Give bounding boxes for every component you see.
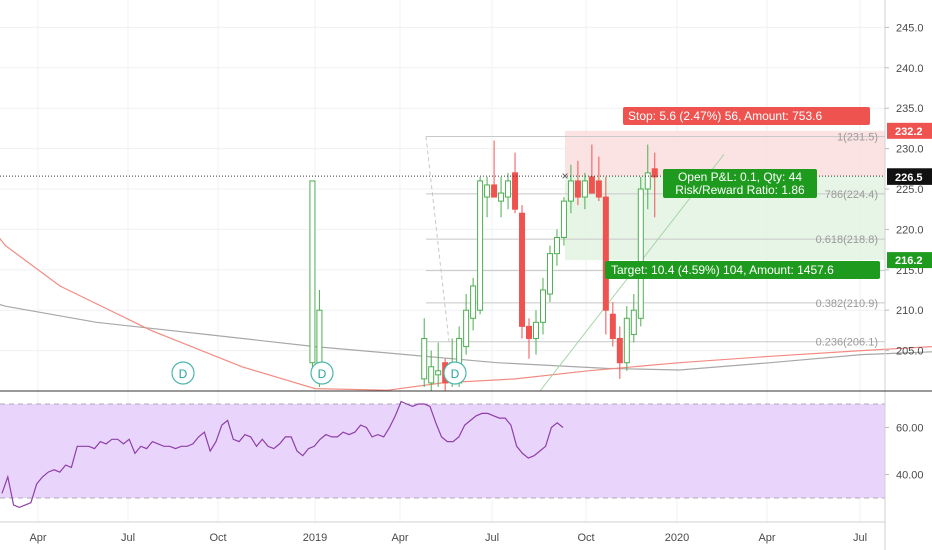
dividend-marker [443, 361, 467, 385]
price-axis-badge [887, 252, 932, 269]
fib-label: 786(224.4) [825, 189, 878, 201]
time-tick-label: 2020 [665, 532, 689, 544]
price-axis-badge-label: 216.2 [895, 255, 923, 267]
candle-body [498, 192, 505, 202]
candle-body [644, 172, 651, 190]
fib-label: 0.382(210.9) [816, 298, 878, 310]
rr-label: Risk/Reward Ratio: 1.86 [675, 183, 805, 197]
rsi-tick-label: 60.00 [896, 423, 924, 435]
candle-body [553, 236, 560, 255]
target-label: Target: 10.4 (4.59%) 104, Amount: 1457.6 [611, 263, 834, 277]
candle-body [309, 180, 316, 364]
crosshair-cross: × [561, 169, 568, 183]
candle-body [567, 180, 574, 202]
price-tick-label: 225.0 [896, 184, 924, 196]
candle-body [435, 370, 442, 376]
candle-body [602, 196, 609, 311]
candle-body [526, 325, 533, 339]
candle-body [560, 200, 567, 238]
time-tick-label: Oct [209, 532, 226, 544]
time-tick-label: Oct [577, 532, 594, 544]
price-tick-label: 235.0 [896, 103, 924, 115]
candle-body [574, 180, 581, 198]
rsi-panel [0, 400, 885, 509]
candle-body [421, 337, 428, 380]
candle-body [595, 180, 602, 198]
candle-body [470, 285, 477, 319]
target-label-box [605, 261, 880, 279]
price-tick-label: 205.0 [896, 346, 924, 358]
candle-body [539, 289, 546, 323]
dividend-marker [310, 361, 334, 385]
dividend-marker-label: D [179, 367, 188, 381]
time-tick-label: Jul [485, 532, 499, 544]
price-axis-badge [887, 168, 932, 185]
candle-body [616, 337, 623, 364]
candle-body [491, 184, 498, 198]
dividend-marker [171, 361, 195, 385]
candle-body [588, 176, 595, 194]
candle-body [519, 212, 526, 327]
time-tick-label: Apr [758, 532, 775, 544]
candle-body [546, 253, 553, 295]
ma-fast-line [0, 237, 932, 391]
stop-label: Stop: 5.6 (2.47%) 56, Amount: 753.6 [628, 109, 822, 123]
price-axis-badge [887, 122, 932, 139]
pnl-label: Open P&L: 0.1, Qty: 44 [678, 170, 802, 184]
candle-body [637, 188, 644, 319]
candle-body [630, 309, 637, 335]
rsi-line [1, 400, 564, 509]
time-tick-label: Jul [853, 532, 867, 544]
candle-body [463, 309, 470, 348]
fib-label: 1(231.5) [837, 131, 878, 143]
price-tick-label: 210.0 [896, 305, 924, 317]
time-tick-label: Apr [391, 532, 408, 544]
dividend-marker-label: D [451, 367, 460, 381]
time-tick-label: Apr [29, 532, 46, 544]
stop-zone [565, 130, 885, 177]
candle-body [512, 172, 519, 210]
price-axis-badge-label: 226.5 [895, 172, 923, 184]
pnl-label-box [663, 169, 817, 198]
stop-label-box [623, 107, 870, 125]
price-axis-badge-label: 232.2 [895, 126, 923, 138]
candle-body [532, 321, 539, 339]
rsi-tick-label: 40.00 [896, 470, 924, 482]
time-tick-label: 2019 [303, 532, 327, 544]
fib-label: 0.236(206.1) [816, 337, 878, 349]
price-tick-label: 230.0 [896, 144, 924, 156]
ma-slow-line [0, 303, 932, 371]
rsi-band [0, 404, 885, 498]
candle-body [477, 180, 484, 311]
candle-body [428, 366, 435, 384]
time-tick-label: Jul [121, 532, 135, 544]
dividend-marker-label: D [318, 367, 327, 381]
candle-body [651, 168, 658, 178]
candle-body [609, 313, 616, 339]
fib-label: 0.618(218.8) [816, 234, 878, 246]
candle-body [623, 317, 630, 364]
price-tick-label: 220.0 [896, 224, 924, 236]
price-panel: 1(231.5)786(224.4)0.618(218.8)0.5(214.9)… [0, 107, 932, 392]
candle-body [484, 184, 491, 198]
candle-body [505, 180, 512, 198]
candle-body [581, 180, 588, 198]
price-tick-label: 240.0 [896, 63, 924, 75]
price-tick-label: 245.0 [896, 22, 924, 34]
